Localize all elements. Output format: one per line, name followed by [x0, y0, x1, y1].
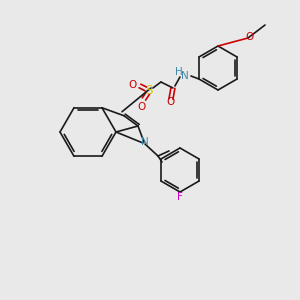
Text: S: S — [145, 83, 153, 97]
Text: H: H — [175, 67, 183, 77]
Text: O: O — [245, 32, 253, 42]
Text: O: O — [129, 80, 137, 90]
Text: N: N — [141, 137, 149, 147]
Text: O: O — [167, 97, 175, 107]
Text: N: N — [181, 71, 189, 81]
Text: O: O — [138, 102, 146, 112]
Text: F: F — [177, 192, 183, 202]
